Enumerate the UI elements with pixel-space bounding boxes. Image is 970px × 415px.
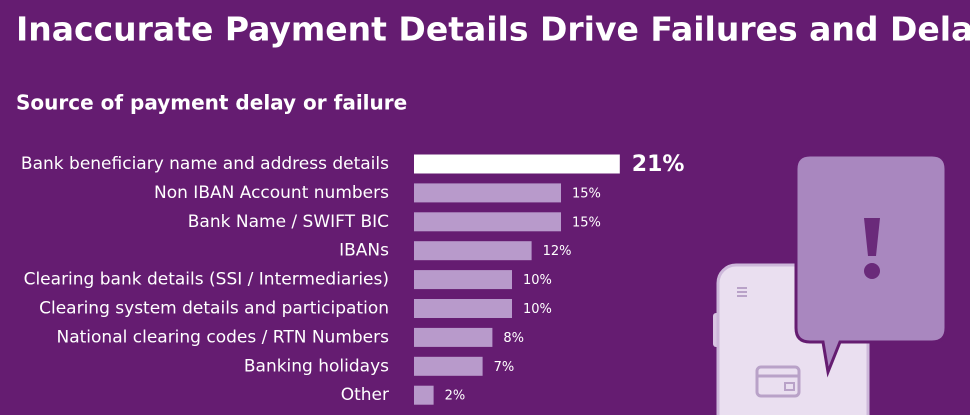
- category-label: Bank Name / SWIFT BIC: [188, 212, 389, 232]
- bar: [414, 270, 512, 290]
- category-label: Clearing system details and participatio…: [39, 299, 389, 319]
- category-label: Banking holidays: [244, 356, 389, 376]
- card-icon: [755, 365, 801, 398]
- exclamation-bar: [864, 218, 880, 256]
- bar: [414, 327, 493, 347]
- bar: [414, 299, 512, 318]
- value-label: 15%: [572, 186, 601, 201]
- category-label: Non IBAN Account numbers: [154, 183, 389, 203]
- value-label: 2%: [445, 389, 466, 404]
- category-label: Other: [341, 385, 389, 405]
- bar: [414, 154, 620, 174]
- category-label: Clearing bank details (SSI / Intermediar…: [24, 270, 389, 290]
- alert-bubble: [794, 153, 948, 378]
- value-label: 12%: [543, 244, 572, 259]
- chart-title: Inaccurate Payment Details Drive Failure…: [16, 10, 970, 49]
- value-label: 10%: [523, 302, 552, 317]
- exclamation-dot: [864, 263, 880, 279]
- bar: [414, 183, 561, 203]
- category-label: National clearing codes / RTN Numbers: [57, 327, 390, 347]
- value-label: 15%: [572, 215, 601, 230]
- value-label: 10%: [523, 273, 552, 288]
- chart-subtitle: Source of payment delay or failure: [16, 91, 407, 115]
- bar: [414, 241, 532, 261]
- value-label: 7%: [494, 360, 515, 375]
- value-label: 8%: [503, 331, 524, 346]
- value-label: 21%: [632, 152, 685, 177]
- card-chip: [784, 382, 795, 391]
- bar: [414, 356, 483, 376]
- bar: [414, 385, 434, 405]
- category-label: IBANs: [339, 241, 389, 261]
- bar: [414, 212, 561, 232]
- category-label: Bank beneficiary name and address detail…: [21, 154, 389, 174]
